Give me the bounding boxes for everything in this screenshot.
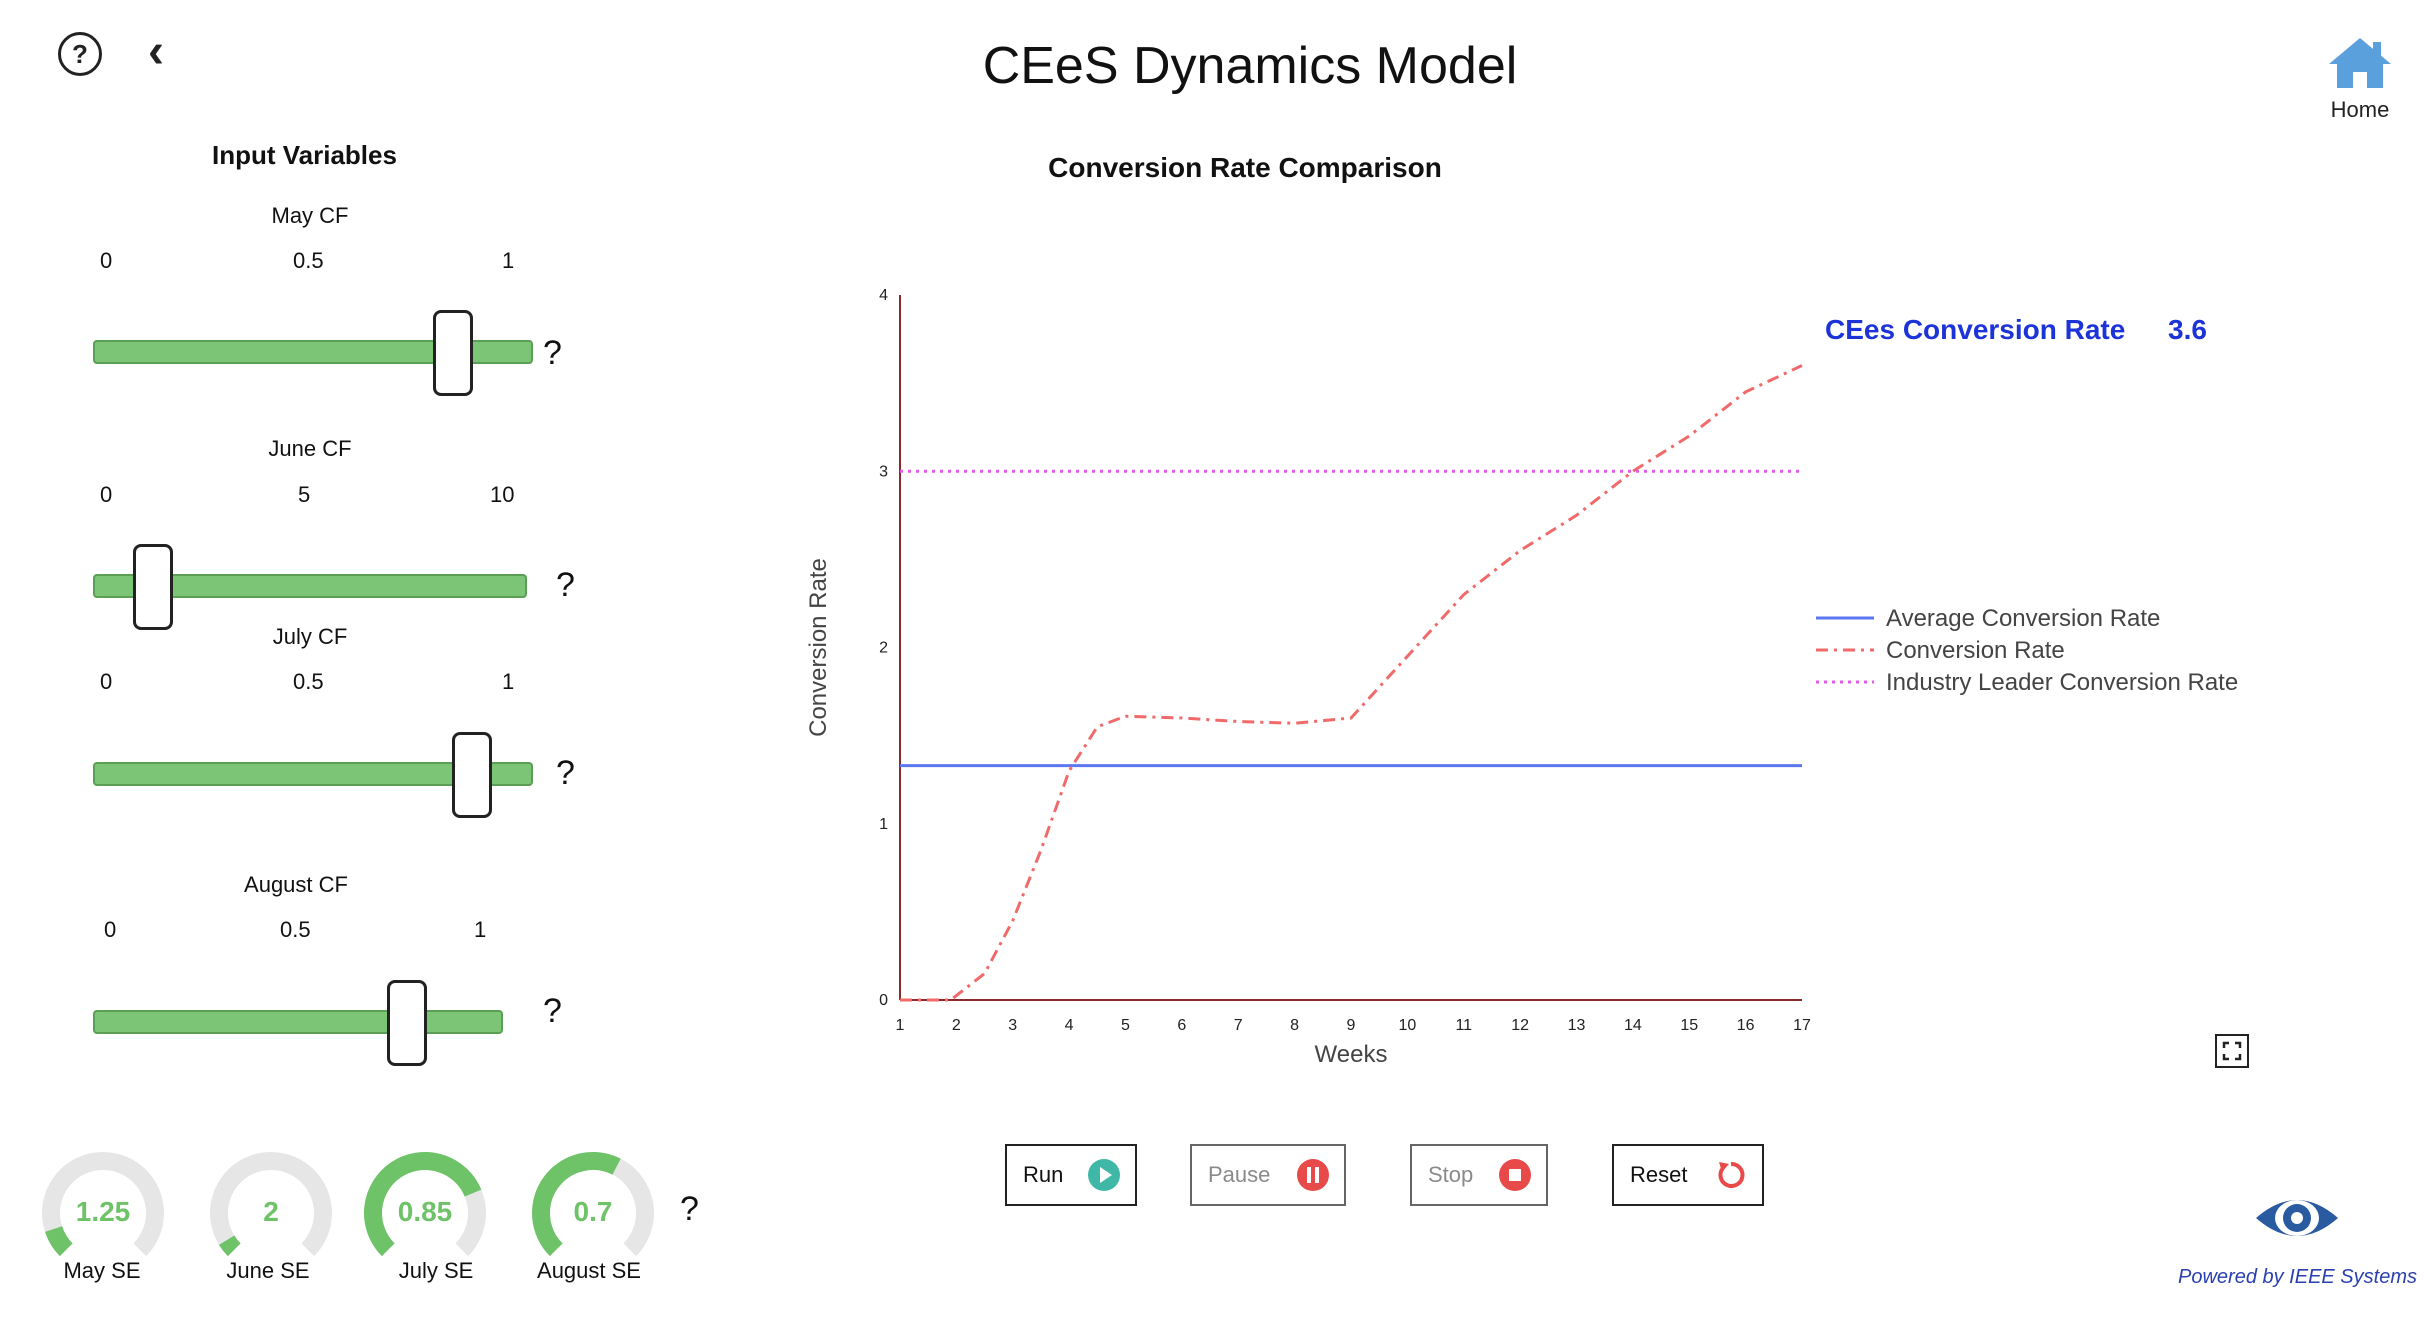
gauge-track: [42, 1152, 164, 1257]
slider-tick: 0: [100, 248, 113, 273]
series-line-1: [900, 364, 1803, 1002]
gauge-value: 0.7: [573, 1196, 613, 1227]
x-axis-label: Weeks: [1315, 1041, 1388, 1068]
input-variables-title: Input Variables: [212, 140, 397, 170]
slider-label-july-cf: July CF: [272, 624, 348, 649]
gauge-value: 0.85: [397, 1196, 453, 1227]
x-tick-label: 12: [1511, 1017, 1529, 1034]
home-label: Home: [2330, 97, 2390, 122]
fullscreen-icon[interactable]: [2215, 1034, 2249, 1068]
reset-icon: [1718, 1161, 1745, 1188]
gauge-value: 2: [263, 1196, 279, 1227]
slider-august-cf-track[interactable]: [93, 1010, 503, 1034]
x-tick-label: 8: [1290, 1017, 1299, 1034]
powered-by-text: Powered by IEEE Systems: [2178, 1266, 2417, 1288]
x-tick-label: 11: [1455, 1017, 1472, 1034]
help-button[interactable]: ?: [58, 32, 102, 76]
slider-help-june-cf[interactable]: ?: [556, 566, 575, 604]
gauge-track: [210, 1152, 332, 1257]
x-tick-label: 16: [1737, 1017, 1755, 1034]
y-tick-label: 0: [879, 992, 888, 1009]
slider-label-june-cf: June CF: [268, 436, 352, 461]
slider-help-august-cf[interactable]: ?: [543, 992, 562, 1030]
readout-value: 3.6: [2168, 314, 2207, 345]
legend-label: Average Conversion Rate: [1886, 605, 2160, 632]
gauge-fill: [364, 1152, 482, 1257]
stop-button[interactable]: Stop: [1410, 1144, 1548, 1206]
x-tick-label: 17: [1793, 1017, 1811, 1034]
gauge: 1.25: [38, 1148, 168, 1273]
gauge-fill: [218, 1235, 241, 1257]
gauge-value: 1.25: [75, 1196, 131, 1227]
stop-label: Stop: [1428, 1162, 1474, 1187]
run-label: Run: [1023, 1162, 1064, 1187]
gauge-label: June SE: [226, 1258, 310, 1283]
slider-help-july-cf[interactable]: ?: [556, 754, 575, 792]
y-tick-label: 1: [879, 816, 888, 833]
slider-tick: 0.5: [293, 248, 324, 273]
x-tick-label: 2: [952, 1017, 961, 1034]
gauge-label: May SE: [63, 1258, 141, 1283]
slider-tick: 0.5: [293, 669, 324, 694]
readout-label: CEes Conversion Rate: [1825, 314, 2126, 345]
x-tick-label: 15: [1680, 1017, 1698, 1034]
home-button[interactable]: Home: [2310, 34, 2410, 123]
pause-icon: [1297, 1159, 1329, 1191]
y-tick-label: 3: [879, 463, 888, 480]
chart-title: Conversion Rate Comparison: [1048, 152, 1442, 183]
gauge-help[interactable]: ?: [680, 1190, 699, 1228]
slider-label-may-cf: May CF: [271, 203, 349, 228]
x-tick-label: 13: [1568, 1017, 1586, 1034]
legend-label: Conversion Rate: [1886, 637, 2065, 664]
slider-tick: 1: [502, 669, 515, 694]
pause-label: Pause: [1208, 1162, 1271, 1187]
back-button[interactable]: ‹: [148, 25, 164, 78]
slider-june-cf-handle[interactable]: [133, 544, 173, 630]
y-tick-label: 4: [879, 287, 888, 304]
run-button[interactable]: Run: [1005, 1144, 1137, 1206]
reset-button[interactable]: Reset: [1612, 1144, 1764, 1206]
stop-icon: [1499, 1159, 1531, 1191]
pause-button[interactable]: Pause: [1190, 1144, 1346, 1206]
slider-august-cf-handle[interactable]: [387, 980, 427, 1066]
slider-tick: 1: [474, 917, 487, 942]
play-icon: [1088, 1159, 1120, 1191]
home-icon: [2329, 38, 2391, 88]
gauge: 0.7: [528, 1148, 658, 1273]
x-tick-label: 6: [1177, 1017, 1186, 1034]
legend-label: Industry Leader Conversion Rate: [1886, 669, 2238, 696]
x-tick-label: 14: [1624, 1017, 1642, 1034]
conversion-rate-chart: 1 2 3 4 5 6 7 8 9 10 11 12 13 14 15 16 1701234WeeksConve…: [805, 287, 2238, 1068]
slider-help-may-cf[interactable]: ?: [543, 334, 562, 372]
reset-label: Reset: [1630, 1162, 1688, 1187]
gauge-label: August SE: [537, 1258, 641, 1283]
y-tick-label: 2: [879, 640, 888, 657]
x-tick-label: 9: [1347, 1017, 1356, 1034]
slider-tick: 0.5: [280, 917, 311, 942]
slider-tick: 0: [100, 669, 113, 694]
gauge-fill: [532, 1152, 621, 1257]
slider-july-cf-handle[interactable]: [452, 732, 492, 818]
x-tick-label: 5: [1121, 1017, 1130, 1034]
x-tick-label: 1: [896, 1017, 905, 1034]
slider-tick: 5: [298, 482, 311, 507]
gauge-label: July SE: [398, 1258, 474, 1283]
x-tick-label: 3: [1008, 1017, 1017, 1034]
gauge: 0.85: [360, 1148, 490, 1273]
slider-tick: 0: [100, 482, 113, 507]
x-tick-label: 10: [1398, 1017, 1416, 1034]
gauge-fill: [44, 1225, 73, 1257]
page-title: CEeS Dynamics Model: [982, 37, 1518, 95]
slider-tick: 0: [104, 917, 117, 942]
slider-may-cf-handle[interactable]: [433, 310, 473, 396]
x-tick-label: 4: [1065, 1017, 1074, 1034]
eye-logo-icon: [2256, 1200, 2338, 1236]
y-axis-label: Conversion Rate: [805, 558, 832, 737]
gauge: 2: [206, 1148, 336, 1273]
x-tick-label: 7: [1234, 1017, 1243, 1034]
slider-label-august-cf: August CF: [244, 872, 348, 897]
slider-tick: 10: [490, 482, 515, 507]
slider-tick: 1: [502, 248, 515, 273]
